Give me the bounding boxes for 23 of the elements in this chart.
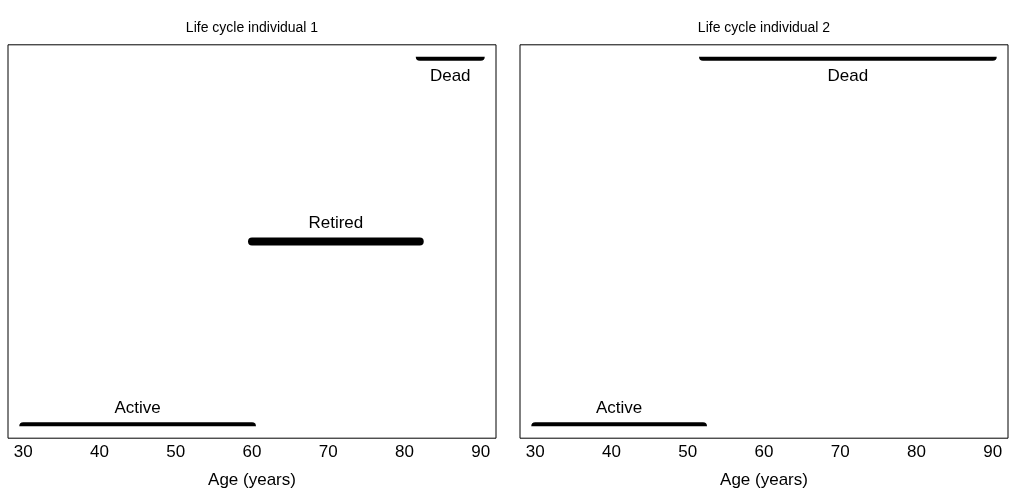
annotation: Active [114,397,161,417]
x-tick-label: 40 [90,442,109,462]
annotation: Retired [308,213,364,233]
x-tick-label: 40 [602,442,621,462]
annotation: Dead [827,66,869,86]
annotation: Active [595,397,643,417]
x-axis-title: Age (years) [208,470,296,490]
x-tick-label: 90 [471,442,491,462]
x-tick-label: 60 [754,442,774,462]
x-tick-label: 90 [983,442,1003,462]
x-tick-label: 70 [318,442,338,462]
x-tick-label: 80 [907,442,926,462]
x-tick-label: 50 [166,442,186,462]
x-tick-label: 30 [13,442,33,462]
chart-title: Life cycle individual 2 [697,19,831,36]
x-tick-label: 80 [395,442,414,462]
annotation: Dead [429,66,471,86]
chart-title: Life cycle individual 1 [185,19,319,36]
x-tick-label: 70 [830,442,850,462]
x-axis-title: Age (years) [720,470,808,490]
x-tick-label: 30 [525,442,545,462]
x-tick-label: 50 [678,442,698,462]
x-tick-label: 60 [242,442,262,462]
